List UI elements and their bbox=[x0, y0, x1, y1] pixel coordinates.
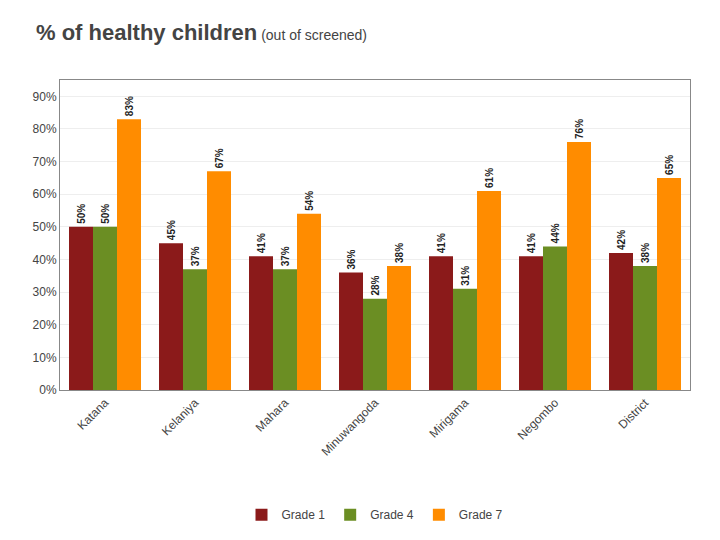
svg-text:Kelaniya: Kelaniya bbox=[159, 396, 202, 439]
svg-text:67%: 67% bbox=[214, 148, 225, 168]
svg-text:Grade 1: Grade 1 bbox=[282, 508, 326, 522]
svg-text:45%: 45% bbox=[166, 220, 177, 240]
svg-text:50%: 50% bbox=[76, 204, 87, 224]
svg-text:41%: 41% bbox=[526, 233, 537, 253]
svg-text:76%: 76% bbox=[574, 119, 585, 139]
svg-text:% of healthy children (out of: % of healthy children (out of screened) bbox=[36, 20, 367, 45]
svg-text:31%: 31% bbox=[460, 266, 471, 286]
svg-text:70%: 70% bbox=[33, 155, 57, 169]
svg-text:Grade 7: Grade 7 bbox=[459, 508, 503, 522]
svg-text:38%: 38% bbox=[394, 243, 405, 263]
svg-text:83%: 83% bbox=[124, 96, 135, 116]
svg-text:10%: 10% bbox=[33, 351, 57, 365]
svg-text:50%: 50% bbox=[100, 204, 111, 224]
svg-text:42%: 42% bbox=[616, 230, 627, 250]
svg-text:38%: 38% bbox=[640, 243, 651, 263]
svg-text:50%: 50% bbox=[33, 220, 57, 234]
svg-text:80%: 80% bbox=[33, 122, 57, 136]
svg-text:Grade 4: Grade 4 bbox=[370, 508, 414, 522]
svg-text:54%: 54% bbox=[304, 191, 315, 211]
svg-text:44%: 44% bbox=[550, 223, 561, 243]
svg-text:28%: 28% bbox=[370, 276, 381, 296]
svg-text:37%: 37% bbox=[190, 246, 201, 266]
svg-text:36%: 36% bbox=[346, 249, 357, 269]
svg-text:65%: 65% bbox=[664, 155, 675, 175]
svg-text:90%: 90% bbox=[33, 90, 57, 104]
svg-text:Mirigama: Mirigama bbox=[427, 396, 472, 441]
svg-text:61%: 61% bbox=[484, 168, 495, 188]
svg-text:Katana: Katana bbox=[75, 396, 112, 433]
svg-text:Negombo: Negombo bbox=[515, 396, 562, 443]
svg-text:37%: 37% bbox=[280, 246, 291, 266]
svg-text:Minuwangoda: Minuwangoda bbox=[319, 396, 382, 459]
svg-text:20%: 20% bbox=[33, 318, 57, 332]
svg-text:41%: 41% bbox=[256, 233, 267, 253]
svg-text:41%: 41% bbox=[436, 233, 447, 253]
svg-text:40%: 40% bbox=[33, 253, 57, 267]
svg-text:30%: 30% bbox=[33, 285, 57, 299]
svg-text:Mahara: Mahara bbox=[253, 396, 292, 435]
svg-text:60%: 60% bbox=[33, 187, 57, 201]
svg-text:District: District bbox=[616, 395, 652, 431]
svg-text:0%: 0% bbox=[39, 383, 57, 397]
